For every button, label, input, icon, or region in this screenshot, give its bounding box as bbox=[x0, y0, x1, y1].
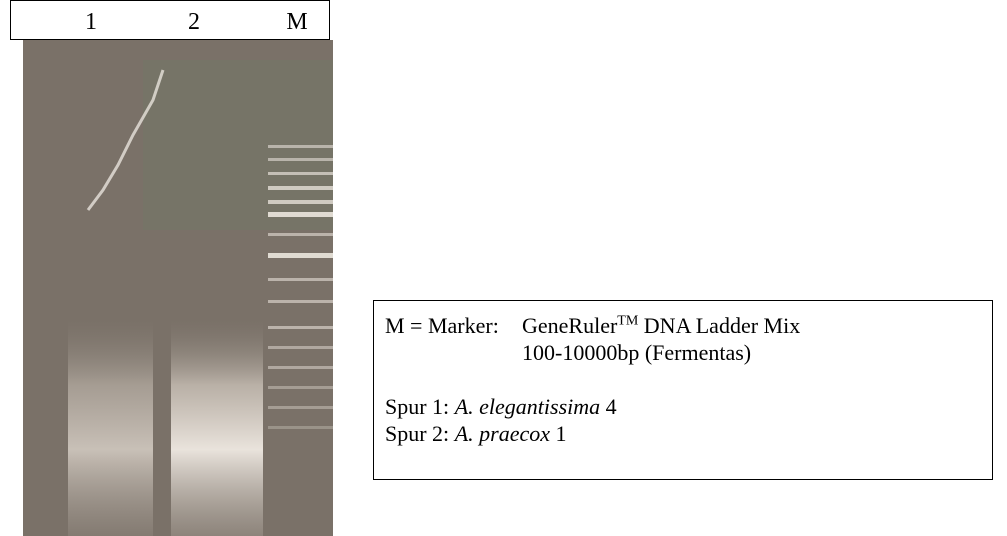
band bbox=[268, 172, 333, 175]
gel-image bbox=[23, 40, 333, 536]
sample-genus: A. bbox=[455, 421, 474, 446]
marker-row: M = Marker:GeneRulerTM DNA Ladder Mix bbox=[385, 312, 992, 339]
page: {"lanes": ["1", "2", "M"], "legend": { "… bbox=[0, 0, 1007, 536]
band bbox=[268, 346, 333, 349]
sample-species: elegantissima bbox=[479, 394, 600, 419]
band bbox=[268, 326, 333, 329]
band bbox=[268, 386, 333, 389]
sample-prefix: Spur 2: bbox=[385, 421, 449, 446]
marker-range-row: 100-10000bp (Fermentas) bbox=[385, 339, 992, 366]
spacer bbox=[385, 366, 992, 393]
marker-label: M = Marker: bbox=[385, 312, 522, 339]
lane-label: M bbox=[286, 9, 307, 36]
marker-sup: TM bbox=[617, 314, 638, 329]
sample-row: Spur 2: A. praecox 1 bbox=[385, 420, 992, 447]
marker-rest: DNA Ladder Mix bbox=[644, 313, 800, 338]
band bbox=[268, 253, 333, 258]
sample-number: 1 bbox=[556, 421, 567, 446]
band bbox=[268, 158, 333, 161]
lane-label: 2 bbox=[188, 9, 200, 36]
legend-box: M = Marker:GeneRulerTM DNA Ladder Mix 10… bbox=[373, 300, 993, 480]
band bbox=[268, 426, 333, 429]
sample-prefix: Spur 1: bbox=[385, 394, 449, 419]
sample-genus: A. bbox=[455, 394, 474, 419]
band bbox=[268, 145, 333, 148]
band bbox=[268, 366, 333, 369]
band bbox=[268, 186, 333, 190]
sample-row: Spur 1: A. elegantissima 4 bbox=[385, 393, 992, 420]
sample-species: praecox bbox=[479, 421, 550, 446]
lane-1-smear bbox=[68, 320, 153, 536]
band bbox=[268, 406, 333, 409]
sample-number: 4 bbox=[606, 394, 617, 419]
lane-2-smear bbox=[171, 320, 263, 536]
lane-header: 1 2 M bbox=[10, 0, 330, 40]
band bbox=[268, 278, 333, 281]
lane-label: 1 bbox=[85, 9, 97, 36]
marker-range: 100-10000bp (Fermentas) bbox=[522, 340, 751, 365]
marker-name: GeneRuler bbox=[522, 313, 617, 338]
band bbox=[268, 212, 333, 217]
band bbox=[268, 233, 333, 236]
band bbox=[268, 200, 333, 204]
figure: 1 2 M M bbox=[0, 0, 1007, 536]
band bbox=[268, 300, 333, 303]
